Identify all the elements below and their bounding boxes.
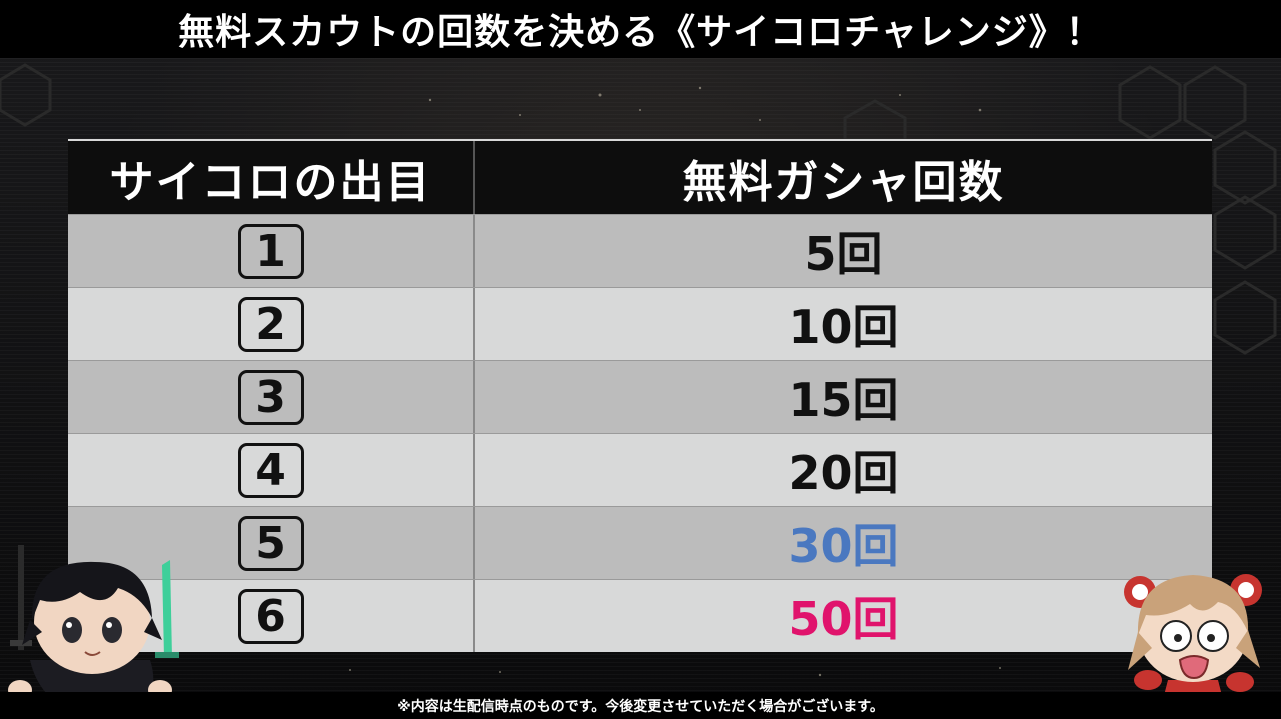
count-value: 5回 [804,227,883,281]
table-row: 2 10回 [68,287,1212,360]
count-value: 20回 [788,446,899,500]
header-count: 無料ガシャ回数 [682,156,1005,208]
die-face-3: 3 [237,369,304,425]
count-value: 50回 [788,592,899,646]
title-bar: 無料スカウトの回数を決める《サイコロチャレンジ》！ [0,0,1281,58]
table-row: 1 5回 [68,214,1212,287]
table-header-row: サイコロの出目 無料ガシャ回数 [68,141,1212,214]
count-value: 30回 [788,519,899,573]
page-title: 無料スカウトの回数を決める《サイコロチャレンジ》！ [178,12,1103,53]
die-face-2: 2 [237,296,304,352]
table-row: 3 15回 [68,360,1212,433]
table-row: 4 20回 [68,433,1212,506]
dice-reward-table: サイコロの出目 無料ガシャ回数 1 5回 2 10回 3 15回 4 20回 5… [68,139,1212,652]
count-value: 15回 [788,373,899,427]
count-value: 10回 [788,300,899,354]
table-row: 6 50回 [68,579,1212,652]
footnote-text: ※内容は生配信時点のものです。今後変更させていただく場合がございます。 [397,698,884,715]
table-row: 5 30回 [68,506,1212,579]
disclaimer-footnote: ※内容は生配信時点のものです。今後変更させていただく場合がございます。 [0,692,1281,719]
header-roll: サイコロの出目 [68,141,475,214]
die-face-6: 6 [237,588,304,644]
die-face-1: 1 [237,223,304,279]
die-face-5: 5 [237,515,304,571]
die-face-4: 4 [237,442,304,498]
crying-girl-chibi-character-icon [1124,574,1262,719]
